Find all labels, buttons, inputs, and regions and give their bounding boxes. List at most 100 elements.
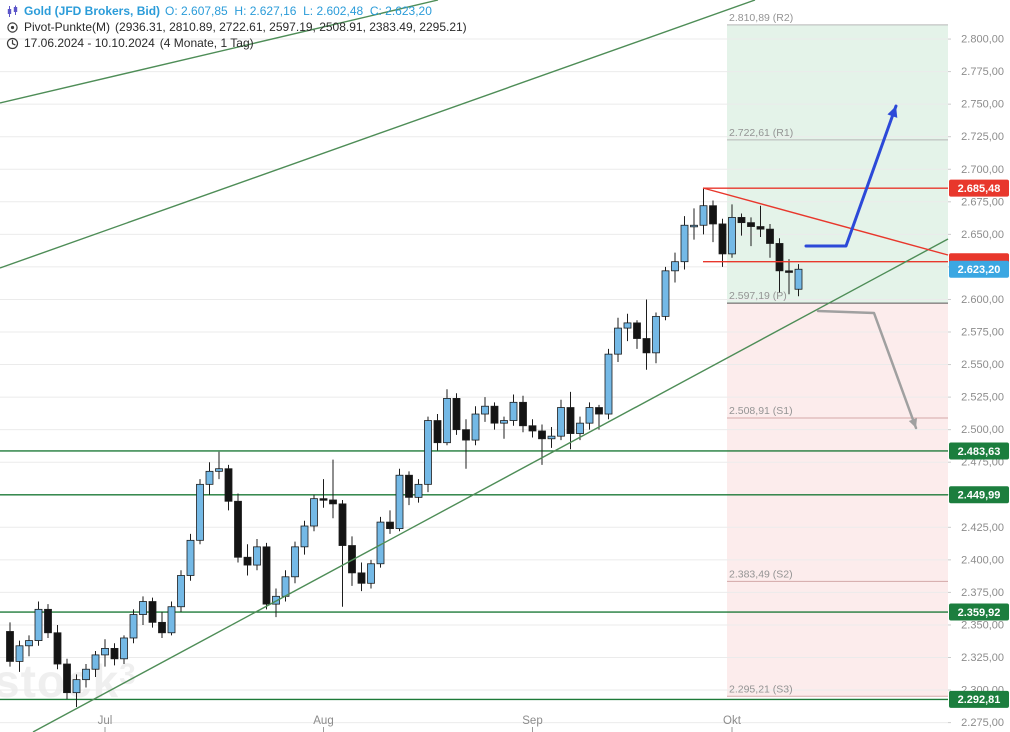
candle[interactable] xyxy=(747,222,755,227)
candle[interactable] xyxy=(15,645,24,662)
candle[interactable] xyxy=(319,498,328,501)
candle[interactable] xyxy=(547,435,556,440)
candle[interactable] xyxy=(291,546,299,578)
candle[interactable] xyxy=(101,647,109,656)
candle[interactable] xyxy=(253,546,261,566)
candle[interactable] xyxy=(566,407,575,434)
candle[interactable] xyxy=(690,224,698,228)
candle[interactable] xyxy=(243,556,252,566)
candle[interactable] xyxy=(6,631,14,662)
arrows[interactable] xyxy=(804,104,918,430)
candle[interactable] xyxy=(272,595,280,605)
candle[interactable] xyxy=(604,353,613,415)
candle[interactable] xyxy=(215,468,223,472)
candle[interactable] xyxy=(196,483,204,541)
candle[interactable] xyxy=(585,407,594,424)
candle[interactable] xyxy=(756,226,765,230)
candle[interactable] xyxy=(348,545,356,574)
candle[interactable] xyxy=(652,315,660,354)
candle[interactable] xyxy=(642,338,651,354)
candle[interactable] xyxy=(110,647,119,660)
candle[interactable] xyxy=(357,572,366,584)
support-badge[interactable] xyxy=(949,690,1009,708)
candle[interactable] xyxy=(728,217,736,255)
candle[interactable] xyxy=(367,563,375,584)
candle[interactable] xyxy=(167,606,176,634)
candle[interactable] xyxy=(395,474,404,530)
candle[interactable] xyxy=(462,429,470,441)
trendlines[interactable] xyxy=(0,0,949,732)
candle[interactable] xyxy=(177,575,185,608)
candle[interactable] xyxy=(120,637,128,660)
candle[interactable] xyxy=(72,679,81,694)
candle[interactable] xyxy=(224,468,233,502)
bullish-scenario-arrow[interactable] xyxy=(804,104,898,248)
bearish-scenario-arrow[interactable] xyxy=(816,309,918,430)
uptrend-line-mid[interactable] xyxy=(0,0,756,269)
candle[interactable] xyxy=(186,539,195,576)
candle[interactable] xyxy=(82,668,90,681)
candle[interactable] xyxy=(34,608,43,641)
candle[interactable] xyxy=(519,401,527,427)
candle[interactable] xyxy=(633,322,641,339)
candle[interactable] xyxy=(158,621,166,634)
candle[interactable] xyxy=(262,546,271,605)
candle[interactable] xyxy=(528,425,537,432)
candle[interactable] xyxy=(623,322,632,329)
candle[interactable] xyxy=(785,270,793,273)
candle[interactable] xyxy=(481,405,489,415)
candle[interactable] xyxy=(44,608,52,634)
candle[interactable] xyxy=(91,654,100,670)
candle[interactable] xyxy=(709,205,717,225)
candle[interactable] xyxy=(595,407,603,415)
candle[interactable] xyxy=(490,405,499,424)
candle[interactable] xyxy=(443,398,451,444)
candle[interactable] xyxy=(310,498,318,527)
support-badge[interactable] xyxy=(949,442,1009,460)
candle[interactable] xyxy=(433,420,442,444)
candle[interactable] xyxy=(63,663,71,694)
candle[interactable] xyxy=(766,228,774,244)
candle[interactable] xyxy=(300,525,309,548)
candles[interactable] xyxy=(6,188,803,707)
candle[interactable] xyxy=(671,261,679,272)
candle[interactable] xyxy=(737,217,746,224)
support-badge[interactable] xyxy=(949,486,1009,504)
candle[interactable] xyxy=(471,413,480,441)
price-badges[interactable]: 2.685,48 2.623,20 2.483,63 2.449,99 2.359,92… xyxy=(949,179,1009,708)
downtrend-line[interactable] xyxy=(702,187,949,256)
candle[interactable] xyxy=(424,420,432,485)
candle[interactable] xyxy=(25,640,33,647)
current-price-badge[interactable] xyxy=(949,260,1009,278)
candle[interactable] xyxy=(281,576,290,597)
candle[interactable] xyxy=(661,270,670,317)
candle[interactable] xyxy=(405,474,413,498)
candle[interactable] xyxy=(452,398,461,431)
candle[interactable] xyxy=(680,224,689,263)
candle[interactable] xyxy=(414,483,423,498)
support-badge[interactable] xyxy=(949,603,1009,621)
candle[interactable] xyxy=(576,422,584,434)
candle[interactable] xyxy=(500,420,508,424)
candle[interactable] xyxy=(329,499,337,505)
candle[interactable] xyxy=(148,601,157,623)
uptrend-line-upper[interactable] xyxy=(0,0,439,104)
candle[interactable] xyxy=(794,268,803,290)
candle[interactable] xyxy=(53,632,62,665)
candle[interactable] xyxy=(205,470,214,485)
candle[interactable] xyxy=(538,430,546,440)
candle[interactable] xyxy=(718,223,727,255)
candle[interactable] xyxy=(509,401,518,421)
candle[interactable] xyxy=(129,614,138,639)
candle[interactable] xyxy=(234,500,242,558)
candle[interactable] xyxy=(557,407,565,437)
candle[interactable] xyxy=(614,327,622,355)
uptrend-line-main[interactable] xyxy=(32,238,949,732)
resistance-badge[interactable] xyxy=(949,179,1009,197)
candle[interactable] xyxy=(139,601,147,615)
candle[interactable] xyxy=(699,205,708,226)
candle[interactable] xyxy=(338,503,347,546)
candle[interactable] xyxy=(775,243,784,272)
candle[interactable] xyxy=(386,521,394,530)
